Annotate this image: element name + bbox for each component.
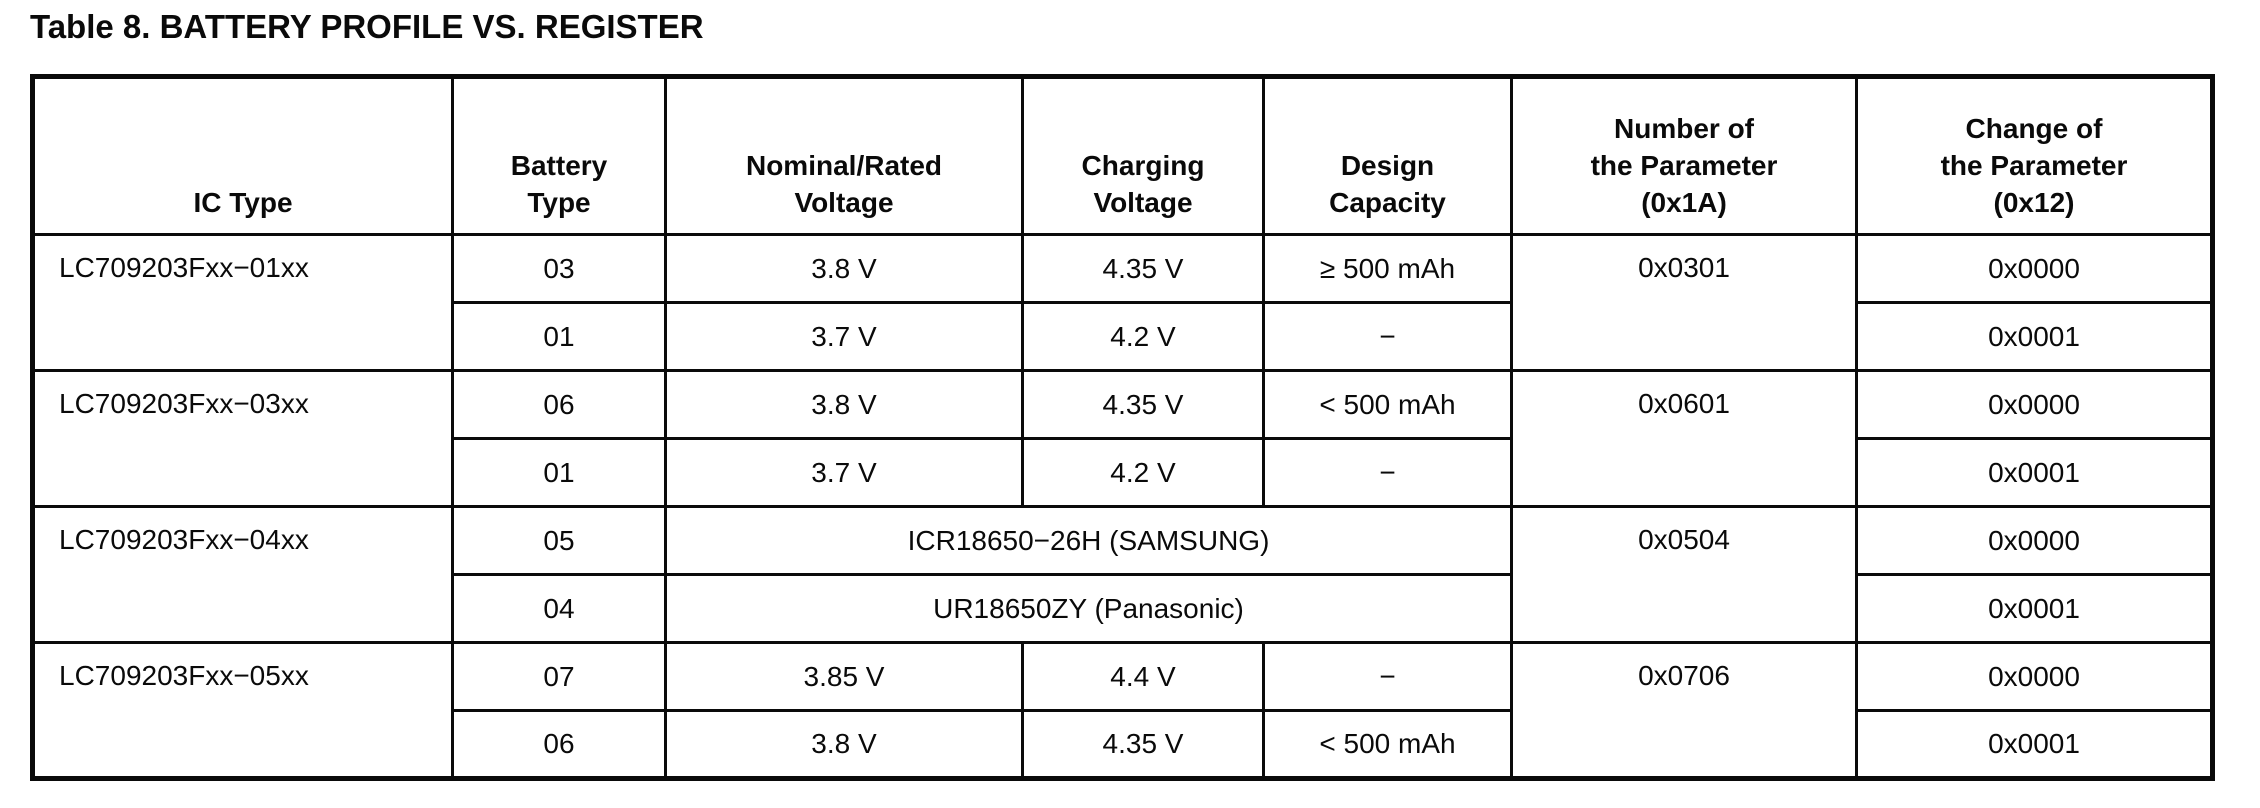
nominal-voltage-cell: 3.8 V — [664, 233, 1024, 304]
charging-voltage-cell: 4.35 V — [1021, 369, 1265, 440]
charging-voltage-cell: 4.2 V — [1021, 437, 1265, 508]
design-capacity-cell: < 500 mAh — [1262, 709, 1513, 780]
nominal-voltage-cell: 3.8 V — [664, 369, 1024, 440]
battery-type-cell: 03 — [451, 233, 667, 304]
table-row: 01 3.7 V 4.2 V − 0x0001 — [33, 437, 2214, 508]
param-change-cell: 0x0001 — [1855, 437, 2214, 508]
param-number-cell: 0x0706 — [1510, 641, 1858, 780]
battery-type-cell: 01 — [451, 437, 667, 508]
design-capacity-cell: − — [1262, 641, 1513, 712]
battery-profile-table: IC Type Battery Type Nominal/Rated Volta… — [30, 74, 2215, 781]
param-change-cell: 0x0000 — [1855, 233, 2214, 304]
charging-voltage-cell: 4.35 V — [1021, 233, 1265, 304]
param-number-cell: 0x0504 — [1510, 505, 1858, 644]
param-change-cell: 0x0000 — [1855, 505, 2214, 576]
battery-type-cell: 04 — [451, 573, 667, 644]
param-change-cell: 0x0000 — [1855, 641, 2214, 712]
header-charging-voltage: Charging Voltage — [1021, 75, 1265, 236]
battery-type-cell: 05 — [451, 505, 667, 576]
ic-type-cell: LC709203Fxx−01xx — [31, 233, 454, 372]
nominal-voltage-cell: 3.85 V — [664, 641, 1024, 712]
battery-type-cell: 07 — [451, 641, 667, 712]
param-number-cell: 0x0601 — [1510, 369, 1858, 508]
battery-type-cell: 06 — [451, 709, 667, 780]
table-row: 06 3.8 V 4.35 V < 500 mAh 0x0001 — [33, 709, 2214, 780]
table-row: LC709203Fxx−05xx 07 3.85 V 4.4 V − 0x070… — [31, 641, 2214, 780]
table-header-row: IC Type Battery Type Nominal/Rated Volta… — [31, 75, 2214, 236]
ic-type-cell: LC709203Fxx−04xx — [31, 505, 454, 644]
header-design-capacity: Design Capacity — [1262, 75, 1513, 236]
design-capacity-cell: ≥ 500 mAh — [1262, 233, 1513, 304]
table-row: LC709203Fxx−01xx 03 3.8 V 4.35 V ≥ 500 m… — [31, 233, 2214, 372]
nominal-voltage-cell: 3.7 V — [664, 437, 1024, 508]
design-capacity-cell: < 500 mAh — [1262, 369, 1513, 440]
table-row: 01 3.7 V 4.2 V − 0x0001 — [33, 301, 2214, 372]
design-capacity-cell: − — [1262, 437, 1513, 508]
ic-type-cell: LC709203Fxx−05xx — [31, 641, 454, 780]
header-ic-type: IC Type — [31, 75, 454, 236]
charging-voltage-cell: 4.2 V — [1021, 301, 1265, 372]
nominal-voltage-cell: 3.8 V — [664, 709, 1024, 780]
charging-voltage-cell: 4.35 V — [1021, 709, 1265, 780]
param-number-cell: 0x0301 — [1510, 233, 1858, 372]
design-capacity-cell: − — [1262, 301, 1513, 372]
header-battery-type: Battery Type — [451, 75, 667, 236]
table-row: 04 UR18650ZY (Panasonic) 0x0001 — [33, 573, 2214, 644]
header-param-change: Change of the Parameter (0x12) — [1855, 75, 2214, 236]
param-change-cell: 0x0001 — [1855, 301, 2214, 372]
battery-model-cell: UR18650ZY (Panasonic) — [664, 573, 1513, 644]
header-param-number: Number of the Parameter (0x1A) — [1510, 75, 1858, 236]
param-change-cell: 0x0000 — [1855, 369, 2214, 440]
table-row: LC709203Fxx−04xx 05 ICR18650−26H (SAMSUN… — [31, 505, 2214, 644]
battery-model-cell: ICR18650−26H (SAMSUNG) — [664, 505, 1513, 576]
param-change-cell: 0x0001 — [1855, 573, 2214, 644]
nominal-voltage-cell: 3.7 V — [664, 301, 1024, 372]
param-change-cell: 0x0001 — [1855, 709, 2214, 780]
header-nominal-voltage: Nominal/Rated Voltage — [664, 75, 1024, 236]
battery-type-cell: 01 — [451, 301, 667, 372]
table-row: LC709203Fxx−03xx 06 3.8 V 4.35 V < 500 m… — [31, 369, 2214, 508]
battery-type-cell: 06 — [451, 369, 667, 440]
table-title: Table 8. BATTERY PROFILE VS. REGISTER — [30, 8, 704, 45]
ic-type-cell: LC709203Fxx−03xx — [31, 369, 454, 508]
charging-voltage-cell: 4.4 V — [1021, 641, 1265, 712]
